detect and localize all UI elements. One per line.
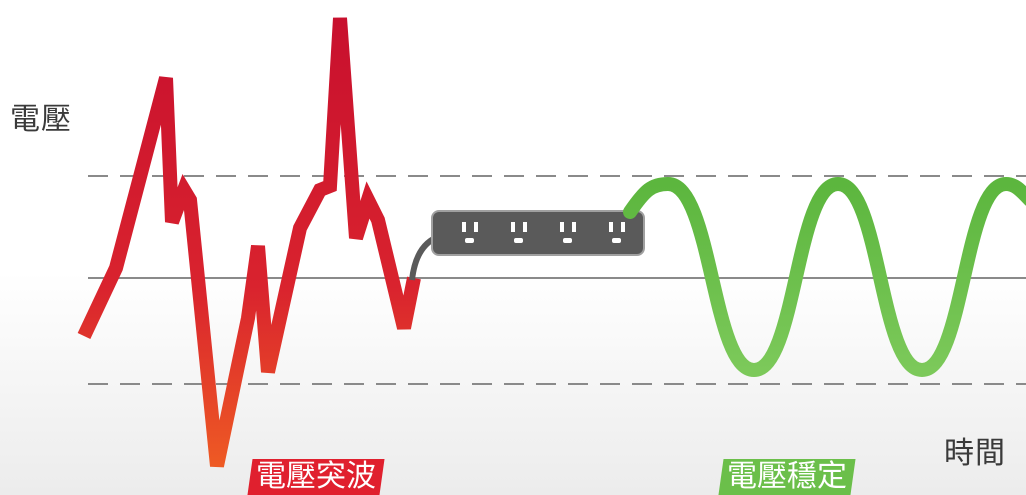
power-strip-icon [431,210,645,256]
stable-badge: 電壓穩定 [718,459,856,495]
surge-waveform [77,17,421,468]
stable-badge-label: 電壓穩定 [727,459,847,494]
x-axis-label: 時間 [944,436,1006,471]
y-axis-label: 電壓 [10,102,72,137]
surge-badge: 電壓突波 [247,459,385,495]
stable-waveform [623,176,1026,378]
surge-badge-label: 電壓突波 [256,459,376,494]
